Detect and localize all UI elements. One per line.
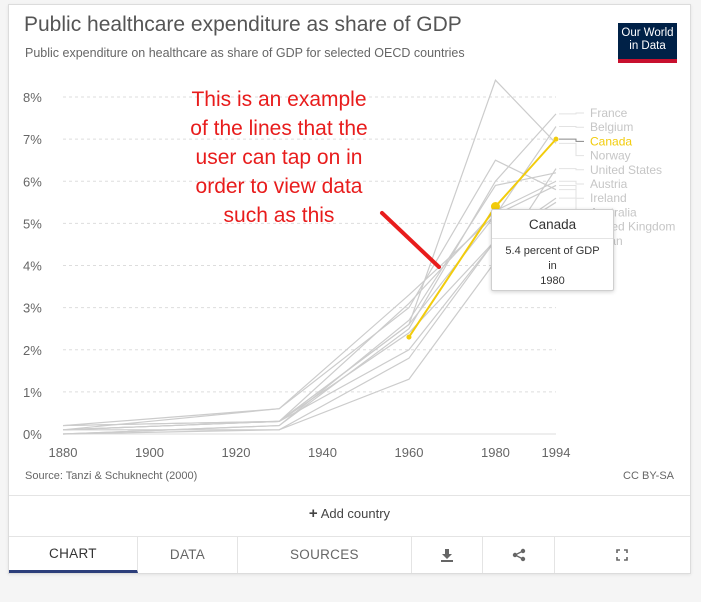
x-tick-label: 1960 [395,445,424,460]
footer-divider [9,495,690,496]
tooltip-divider [492,238,613,239]
tabs-divider [9,536,690,537]
y-tick-label: 2% [23,343,42,358]
tab-label: DATA [169,547,206,562]
plus-icon: + [308,505,318,522]
series-line [62,159,557,431]
annotation-line: This is an example [191,88,367,111]
x-tick-label: 1980 [481,445,510,460]
legend-connector [559,138,584,142]
data-tooltip: Canada 5.4 percent of GDP in 1980 [491,209,614,291]
annotation-line: order to view data [195,175,363,198]
y-tick-label: 6% [23,174,42,189]
tab-fullscreen[interactable] [555,536,690,573]
tab-share[interactable] [483,536,555,573]
logo-bar [618,59,677,63]
tab-bar: CHART DATA SOURCES [9,536,690,573]
legend-connector [559,168,584,171]
source-text[interactable]: Source: Tanzi & Schuknecht (2000) [25,470,198,482]
tooltip-title: Canada [528,217,577,232]
annotation-line: of the lines that the [190,117,368,140]
add-country-label: Add country [320,506,391,521]
data-point [490,202,500,212]
tab-sources[interactable]: SOURCES [238,536,412,573]
annotation-text: This is an example of the lines that the… [159,85,399,230]
y-tick-label: 7% [23,132,42,147]
tab-chart[interactable]: CHART [9,536,138,573]
add-country-button[interactable]: + Add country [9,505,690,522]
data-point [553,136,559,142]
x-tick-label: 1940 [308,445,337,460]
download-icon [441,548,454,562]
legend-label[interactable]: France [590,106,628,120]
legend-label[interactable]: Belgium [590,120,633,134]
license-text[interactable]: CC BY-SA [623,470,674,482]
x-tick-label: 1994 [542,445,571,460]
series-line [62,201,557,431]
page-subtitle: Public expenditure on healthcare as shar… [25,46,465,60]
fullscreen-icon [616,548,629,561]
x-tick-label: 1880 [49,445,78,460]
y-tick-label: 1% [23,385,42,400]
share-icon [512,548,525,561]
page-title: Public healthcare expenditure as share o… [24,13,462,36]
legend-label[interactable]: Ireland [590,191,627,205]
tab-label: SOURCES [289,547,359,562]
owid-logo[interactable]: Our World in Data [618,23,677,63]
legend-label[interactable]: Austria [590,177,628,191]
tab-data[interactable]: DATA [138,536,239,573]
series-line [62,172,557,435]
y-tick-label: 0% [23,427,42,442]
legend-connector [559,189,584,199]
legend-connector [559,142,584,157]
legend-connector [559,180,584,185]
tooltip-in: in [548,260,557,272]
series-line [62,184,557,427]
annotation-arrow [380,211,441,269]
logo-line-1: Our World [621,27,674,39]
legend-label[interactable]: Canada [590,134,632,148]
y-tick-label: 4% [23,259,42,274]
annotation-line: user can tap on in [195,146,363,169]
legend-label[interactable]: United States [590,163,662,177]
legend-connector [559,112,584,115]
annotation-line: such as this [223,204,335,227]
data-point [406,334,412,340]
y-tick-label: 5% [23,216,42,231]
chart-card: Public healthcare expenditure as share o… [8,4,691,574]
tooltip-year: 1980 [540,275,565,287]
tooltip-value: 5.4 percent of GDP [505,245,600,257]
legend-label[interactable]: Norway [590,149,631,163]
y-tick-label: 3% [23,301,42,316]
tab-download[interactable] [412,536,484,573]
series-line [63,210,557,431]
x-tick-label: 1920 [222,445,251,460]
legend-connector [559,125,584,128]
y-tick-label: 8% [23,90,42,105]
logo-line-2: in Data [629,40,666,52]
x-tick-label: 1900 [135,445,164,460]
tab-label: CHART [49,545,97,561]
